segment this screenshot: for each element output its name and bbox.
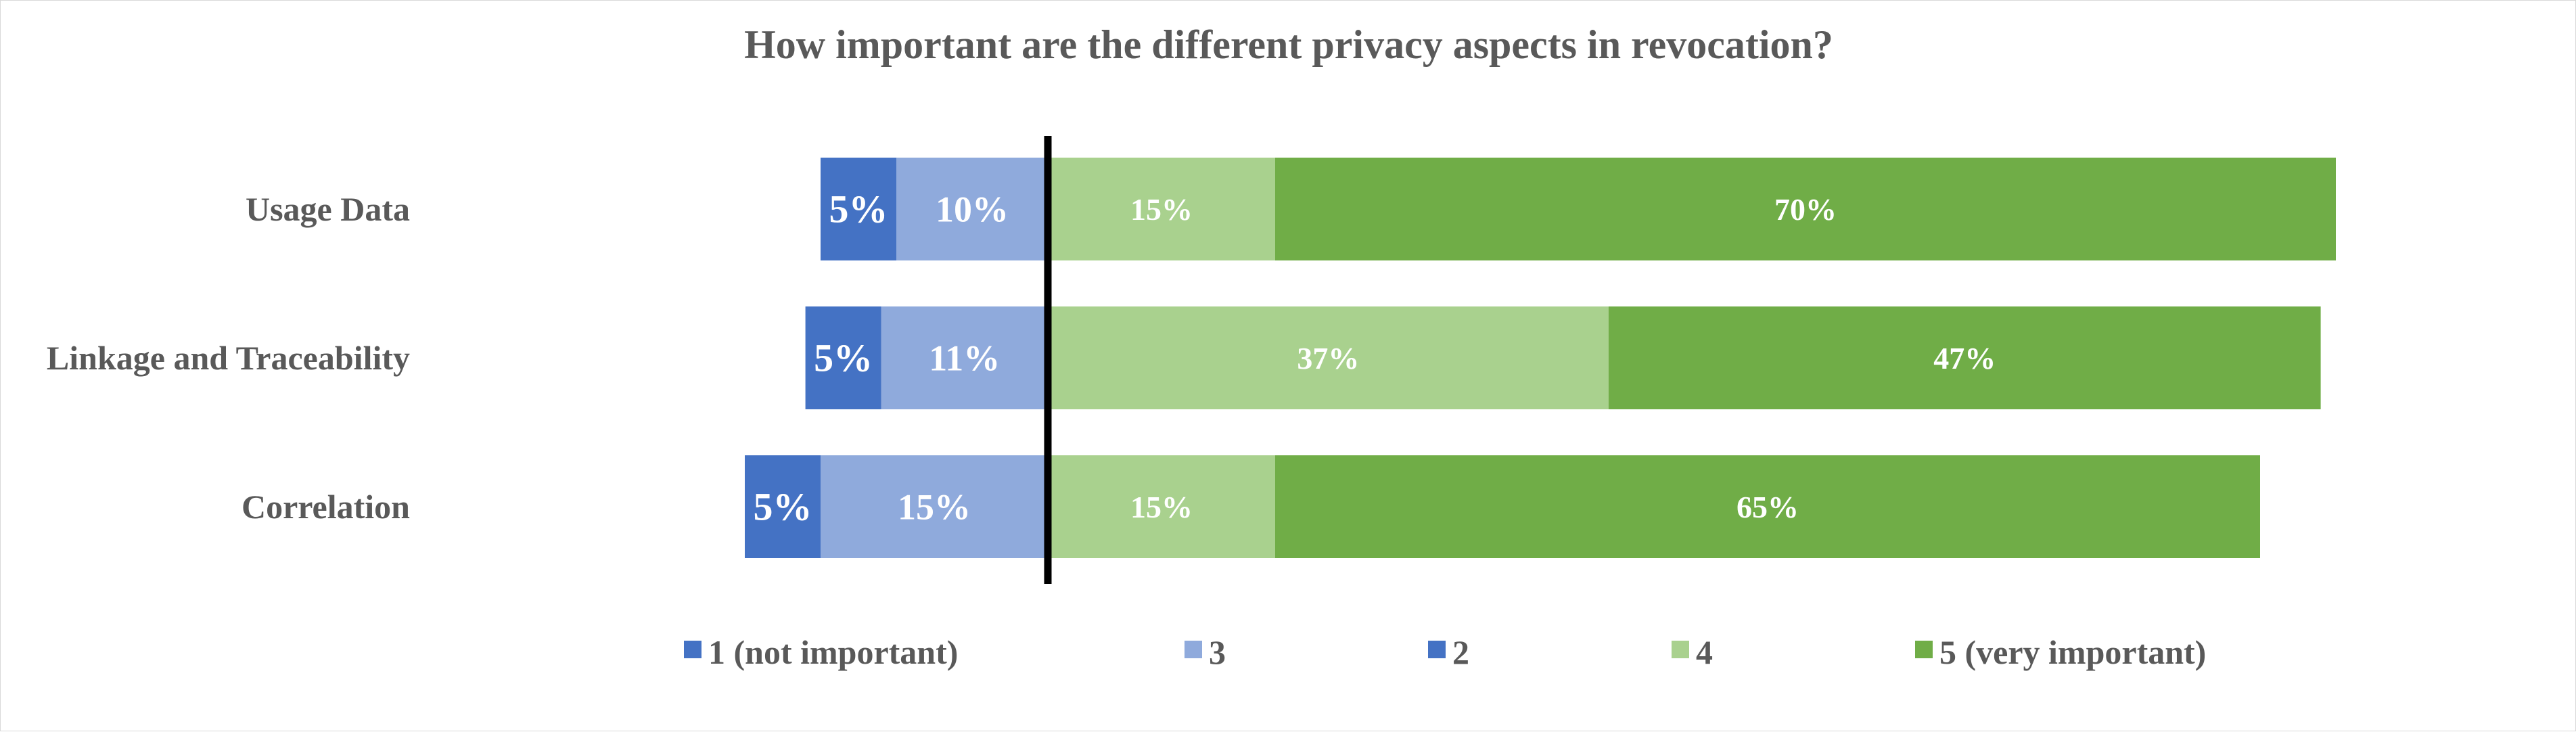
bar-label-usage-data-s5: 70% bbox=[1774, 192, 1837, 227]
bar-correlation-s4 bbox=[1048, 455, 1275, 558]
legend-label-s4: 4 bbox=[1696, 633, 1713, 671]
category-label-usage-data: Usage Data bbox=[246, 190, 410, 228]
category-label-linkage-and-traceability: Linkage and Traceability bbox=[47, 339, 410, 377]
bar-usage-data-s3 bbox=[896, 158, 1048, 260]
bar-linkage-and-traceability-s5 bbox=[1608, 306, 2321, 409]
legend-label-s2: 2 bbox=[1452, 633, 1469, 671]
bar-label-linkage-and-traceability-s1: 5% bbox=[814, 336, 873, 380]
bar-label-linkage-and-traceability-s4: 37% bbox=[1297, 341, 1359, 375]
category-label-correlation: Correlation bbox=[242, 488, 410, 526]
bar-usage-data-s4 bbox=[1048, 158, 1275, 260]
bar-linkage-and-traceability-s3 bbox=[881, 306, 1048, 409]
legend-swatch-s3 bbox=[1184, 641, 1202, 658]
bar-usage-data-s5 bbox=[1275, 158, 2336, 260]
bar-correlation-s3 bbox=[821, 455, 1048, 558]
bar-linkage-and-traceability-s4 bbox=[1048, 306, 1609, 409]
legend-swatch-s4 bbox=[1672, 641, 1689, 658]
bar-correlation-s5 bbox=[1275, 455, 2260, 558]
chart-title: How important are the different privacy … bbox=[744, 22, 1833, 67]
legend-label-s3: 3 bbox=[1209, 633, 1226, 671]
legend-label-s5: 5 (very important) bbox=[1939, 633, 2206, 671]
bar-label-usage-data-s1: 5% bbox=[829, 187, 888, 231]
bar-label-correlation-s5: 65% bbox=[1736, 490, 1799, 524]
bar-label-linkage-and-traceability-s3: 11% bbox=[929, 338, 1000, 378]
bar-usage-data-s1 bbox=[821, 158, 896, 260]
bar-label-correlation-s4: 15% bbox=[1130, 490, 1193, 524]
legend-swatch-s5 bbox=[1915, 641, 1933, 658]
legend-swatch-s1 bbox=[684, 641, 702, 658]
bar-label-linkage-and-traceability-s5: 47% bbox=[1933, 341, 1996, 375]
bar-label-usage-data-s3: 10% bbox=[936, 189, 1009, 229]
bar-label-correlation-s1: 5% bbox=[754, 485, 812, 529]
bar-label-correlation-s3: 15% bbox=[898, 486, 971, 527]
legend-label-s1: 1 (not important) bbox=[708, 633, 958, 671]
bar-correlation-s1 bbox=[745, 455, 821, 558]
legend-swatch-s2 bbox=[1428, 641, 1446, 658]
bar-linkage-and-traceability-s1 bbox=[805, 306, 881, 409]
bar-label-usage-data-s4: 15% bbox=[1130, 192, 1193, 227]
